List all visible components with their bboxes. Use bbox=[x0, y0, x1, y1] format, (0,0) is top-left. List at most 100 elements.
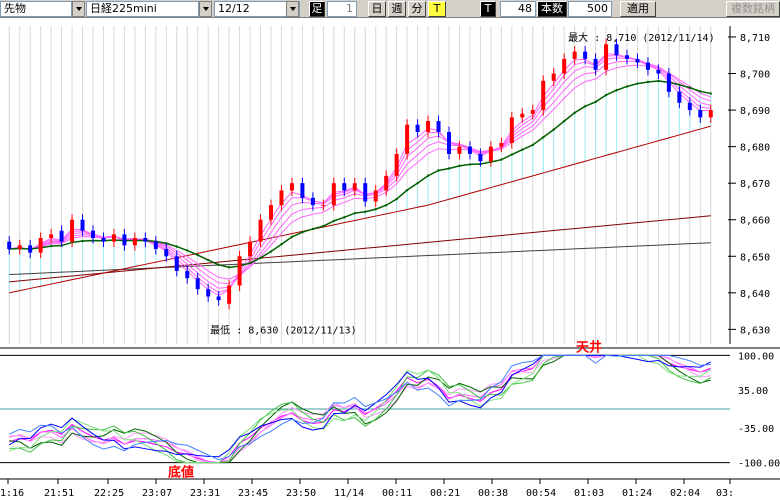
ma-dot bbox=[709, 92, 712, 95]
ma-dot bbox=[405, 188, 409, 192]
ma-dot bbox=[458, 164, 461, 168]
x-tick-label: 23:07 bbox=[142, 488, 172, 499]
candle-body bbox=[394, 153, 399, 176]
ma-dot bbox=[416, 181, 419, 185]
candle-body bbox=[572, 51, 577, 59]
y-tick-label: 8,700 bbox=[740, 70, 770, 81]
ma-line-maroon bbox=[9, 215, 711, 283]
candle-body bbox=[656, 69, 661, 74]
ma-dot bbox=[468, 163, 472, 166]
t-label: T bbox=[480, 1, 496, 17]
ma-dot bbox=[290, 235, 294, 239]
tick-button[interactable]: T bbox=[428, 1, 446, 17]
candle-body bbox=[164, 248, 169, 257]
minute-button[interactable]: 分 bbox=[408, 1, 426, 17]
candle-body bbox=[49, 234, 54, 238]
ma-dot bbox=[353, 211, 356, 215]
ma-dot bbox=[625, 85, 629, 88]
candle-body bbox=[300, 183, 305, 198]
x-tick-label: 11/14 bbox=[334, 488, 364, 499]
candle-body bbox=[530, 110, 535, 114]
osc-tick-label: -35.00 bbox=[738, 424, 774, 435]
ma-dot bbox=[573, 111, 576, 114]
type-select[interactable]: 先物 bbox=[0, 1, 72, 17]
ribbon-line-1 bbox=[9, 55, 711, 293]
candle-body bbox=[28, 245, 33, 253]
symbol-dropdown-icon[interactable] bbox=[199, 1, 212, 17]
ma-line-red bbox=[9, 125, 711, 294]
x-tick-label: 02:04 bbox=[670, 488, 700, 499]
candle-body bbox=[153, 241, 158, 249]
candle-body bbox=[185, 270, 190, 279]
candle-body bbox=[363, 183, 368, 202]
candle-body bbox=[17, 245, 22, 249]
ma-dot bbox=[594, 100, 597, 104]
osc-tick-label: 100.00 bbox=[738, 351, 774, 362]
candle-body bbox=[310, 197, 315, 206]
y-tick-label: 8,670 bbox=[740, 179, 770, 190]
ma-line-black bbox=[9, 242, 711, 276]
ma-dot bbox=[562, 119, 566, 123]
candle-body bbox=[687, 102, 692, 111]
candle-body bbox=[415, 124, 420, 132]
ma-dot bbox=[227, 266, 231, 269]
y-tick-label: 8,690 bbox=[740, 106, 770, 117]
ma-dot bbox=[678, 83, 681, 86]
ma-dot bbox=[311, 227, 315, 231]
bars-input[interactable]: 500 bbox=[568, 1, 612, 17]
max-annotation: 最大 : 8,710 (2012/11/14) bbox=[568, 31, 714, 44]
candle-body bbox=[666, 73, 671, 92]
label-top: 天井 bbox=[576, 339, 602, 355]
x-tick-label: 23:45 bbox=[238, 488, 268, 499]
candle-body bbox=[604, 44, 609, 70]
candle-body bbox=[384, 175, 389, 191]
candle-body bbox=[206, 289, 211, 297]
candle-body bbox=[269, 205, 273, 220]
date-dropdown-icon[interactable] bbox=[286, 1, 299, 17]
candle-body bbox=[216, 296, 221, 301]
candle-body bbox=[373, 190, 378, 202]
ma-dot bbox=[269, 250, 273, 253]
ma-dot bbox=[322, 224, 325, 228]
x-tick-label: 21:16 bbox=[0, 488, 24, 499]
interval-input[interactable]: 1 bbox=[327, 1, 357, 17]
candle-body bbox=[7, 241, 12, 249]
multi-symbol-button[interactable]: 複数銘柄 bbox=[726, 1, 780, 17]
min-annotation: 最低 : 8,630 (2012/11/13) bbox=[210, 323, 356, 336]
x-tick-label: 22:25 bbox=[94, 488, 124, 499]
candle-body bbox=[541, 80, 546, 111]
ma-dot bbox=[165, 242, 168, 245]
ma-dot bbox=[395, 197, 398, 201]
price-axis: 8,710 8,700 8,690 8,680 8,670 8,660 8,650 8,640… bbox=[210, 26, 770, 344]
y-tick-label: 8,680 bbox=[740, 143, 770, 154]
candle-body bbox=[101, 238, 106, 242]
x-tick-label: 03: bbox=[716, 488, 734, 499]
count-input[interactable]: 48 bbox=[500, 1, 536, 17]
ashi-label: 足 bbox=[309, 1, 325, 17]
candle-body bbox=[488, 146, 493, 162]
apply-button[interactable]: 適用 bbox=[620, 1, 656, 17]
osc-line-7 bbox=[9, 354, 711, 461]
ma-dot bbox=[552, 128, 555, 131]
candle-body bbox=[38, 238, 43, 253]
symbol-select[interactable]: 日経225mini bbox=[86, 1, 199, 17]
ma-dot bbox=[426, 174, 430, 177]
x-tick-label: 21:51 bbox=[44, 488, 74, 499]
candle-body bbox=[174, 256, 179, 271]
candle-body bbox=[426, 121, 431, 132]
candle-body bbox=[509, 117, 514, 143]
date-select[interactable]: 12/12 bbox=[214, 1, 300, 17]
ma-dot bbox=[374, 208, 377, 211]
ma-dot bbox=[583, 105, 587, 108]
x-tick-label: 01:24 bbox=[622, 488, 652, 499]
candle-body bbox=[258, 219, 263, 242]
candle-body bbox=[708, 110, 713, 118]
candle-body bbox=[289, 183, 294, 191]
type-dropdown-icon[interactable] bbox=[72, 1, 85, 17]
x-tick-label: 23:31 bbox=[190, 488, 220, 499]
candle-body bbox=[635, 58, 640, 63]
candle-body bbox=[342, 183, 347, 191]
week-button[interactable]: 週 bbox=[388, 1, 406, 17]
day-button[interactable]: 日 bbox=[368, 1, 386, 17]
candle-body bbox=[122, 234, 127, 246]
